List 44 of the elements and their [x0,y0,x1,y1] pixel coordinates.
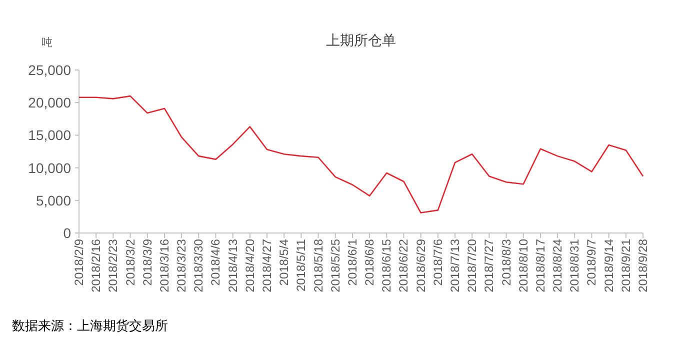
y-tick-label: 15,000 [28,127,72,144]
x-tick-label: 2018/7/13 [448,238,462,292]
x-tick-label: 2018/6/29 [414,238,428,292]
x-tick-label: 2018/4/20 [242,238,257,292]
x-tick-label: 2018/6/1 [345,238,360,286]
y-tick-label: 25,000 [28,62,72,78]
x-tick-label: 2018/9/14 [602,238,616,292]
y-tick-label: 10,000 [28,160,72,176]
x-tick-label: 2018/3/2 [123,238,138,286]
line-series [78,95,644,214]
x-tick-label: 2018/8/31 [568,238,582,292]
x-tick-label: 2018/8/17 [533,238,548,292]
x-tick-label: 2018/9/7 [584,238,599,286]
x-tick-label: 2018/4/13 [226,238,240,292]
x-tick-label: 2018/7/20 [465,238,480,292]
y-tick-label: 5,000 [36,192,72,208]
y-tick-label: 20,000 [28,94,72,111]
x-tick-label: 2018/6/8 [362,238,377,286]
x-tick-label: 2018/8/10 [516,238,530,292]
x-tick-label: 2018/4/27 [260,238,274,292]
x-tick-label: 2018/3/9 [140,238,154,286]
x-tick-label: 2018/5/11 [294,238,308,292]
source-note: 数据来源：上海期货交易所 [12,318,168,333]
x-tick-label: 2018/4/6 [208,238,223,286]
x-tick-label: 2018/9/28 [636,238,650,292]
x-tick-label: 2018/3/30 [192,238,206,292]
x-tick-label: 2018/9/21 [618,238,633,292]
x-tick-label: 2018/5/18 [311,238,326,292]
x-tick-label: 2018/2/9 [72,238,86,286]
x-tick-label: 2018/2/16 [89,238,104,292]
x-tick-label: 2018/6/22 [396,238,411,292]
x-tick-label: 2018/5/4 [277,238,292,286]
x-tick-label: 2018/7/27 [482,238,496,292]
x-tick-label: 2018/5/25 [328,238,342,292]
x-tick-label: 2018/3/16 [157,238,172,292]
x-tick-label: 2018/3/23 [174,238,189,292]
x-tick-label: 2018/8/24 [550,238,565,292]
x-tick-label: 2018/2/23 [106,238,120,292]
x-tick-label: 2018/8/3 [499,238,514,286]
x-tick-label: 2018/6/15 [380,238,394,292]
y-axis-title: 吨 [42,36,52,49]
chart-title: 上期所仓单 [326,32,396,48]
x-tick-label: 2018/7/6 [430,238,445,286]
y-tick-label: 0 [63,225,72,241]
